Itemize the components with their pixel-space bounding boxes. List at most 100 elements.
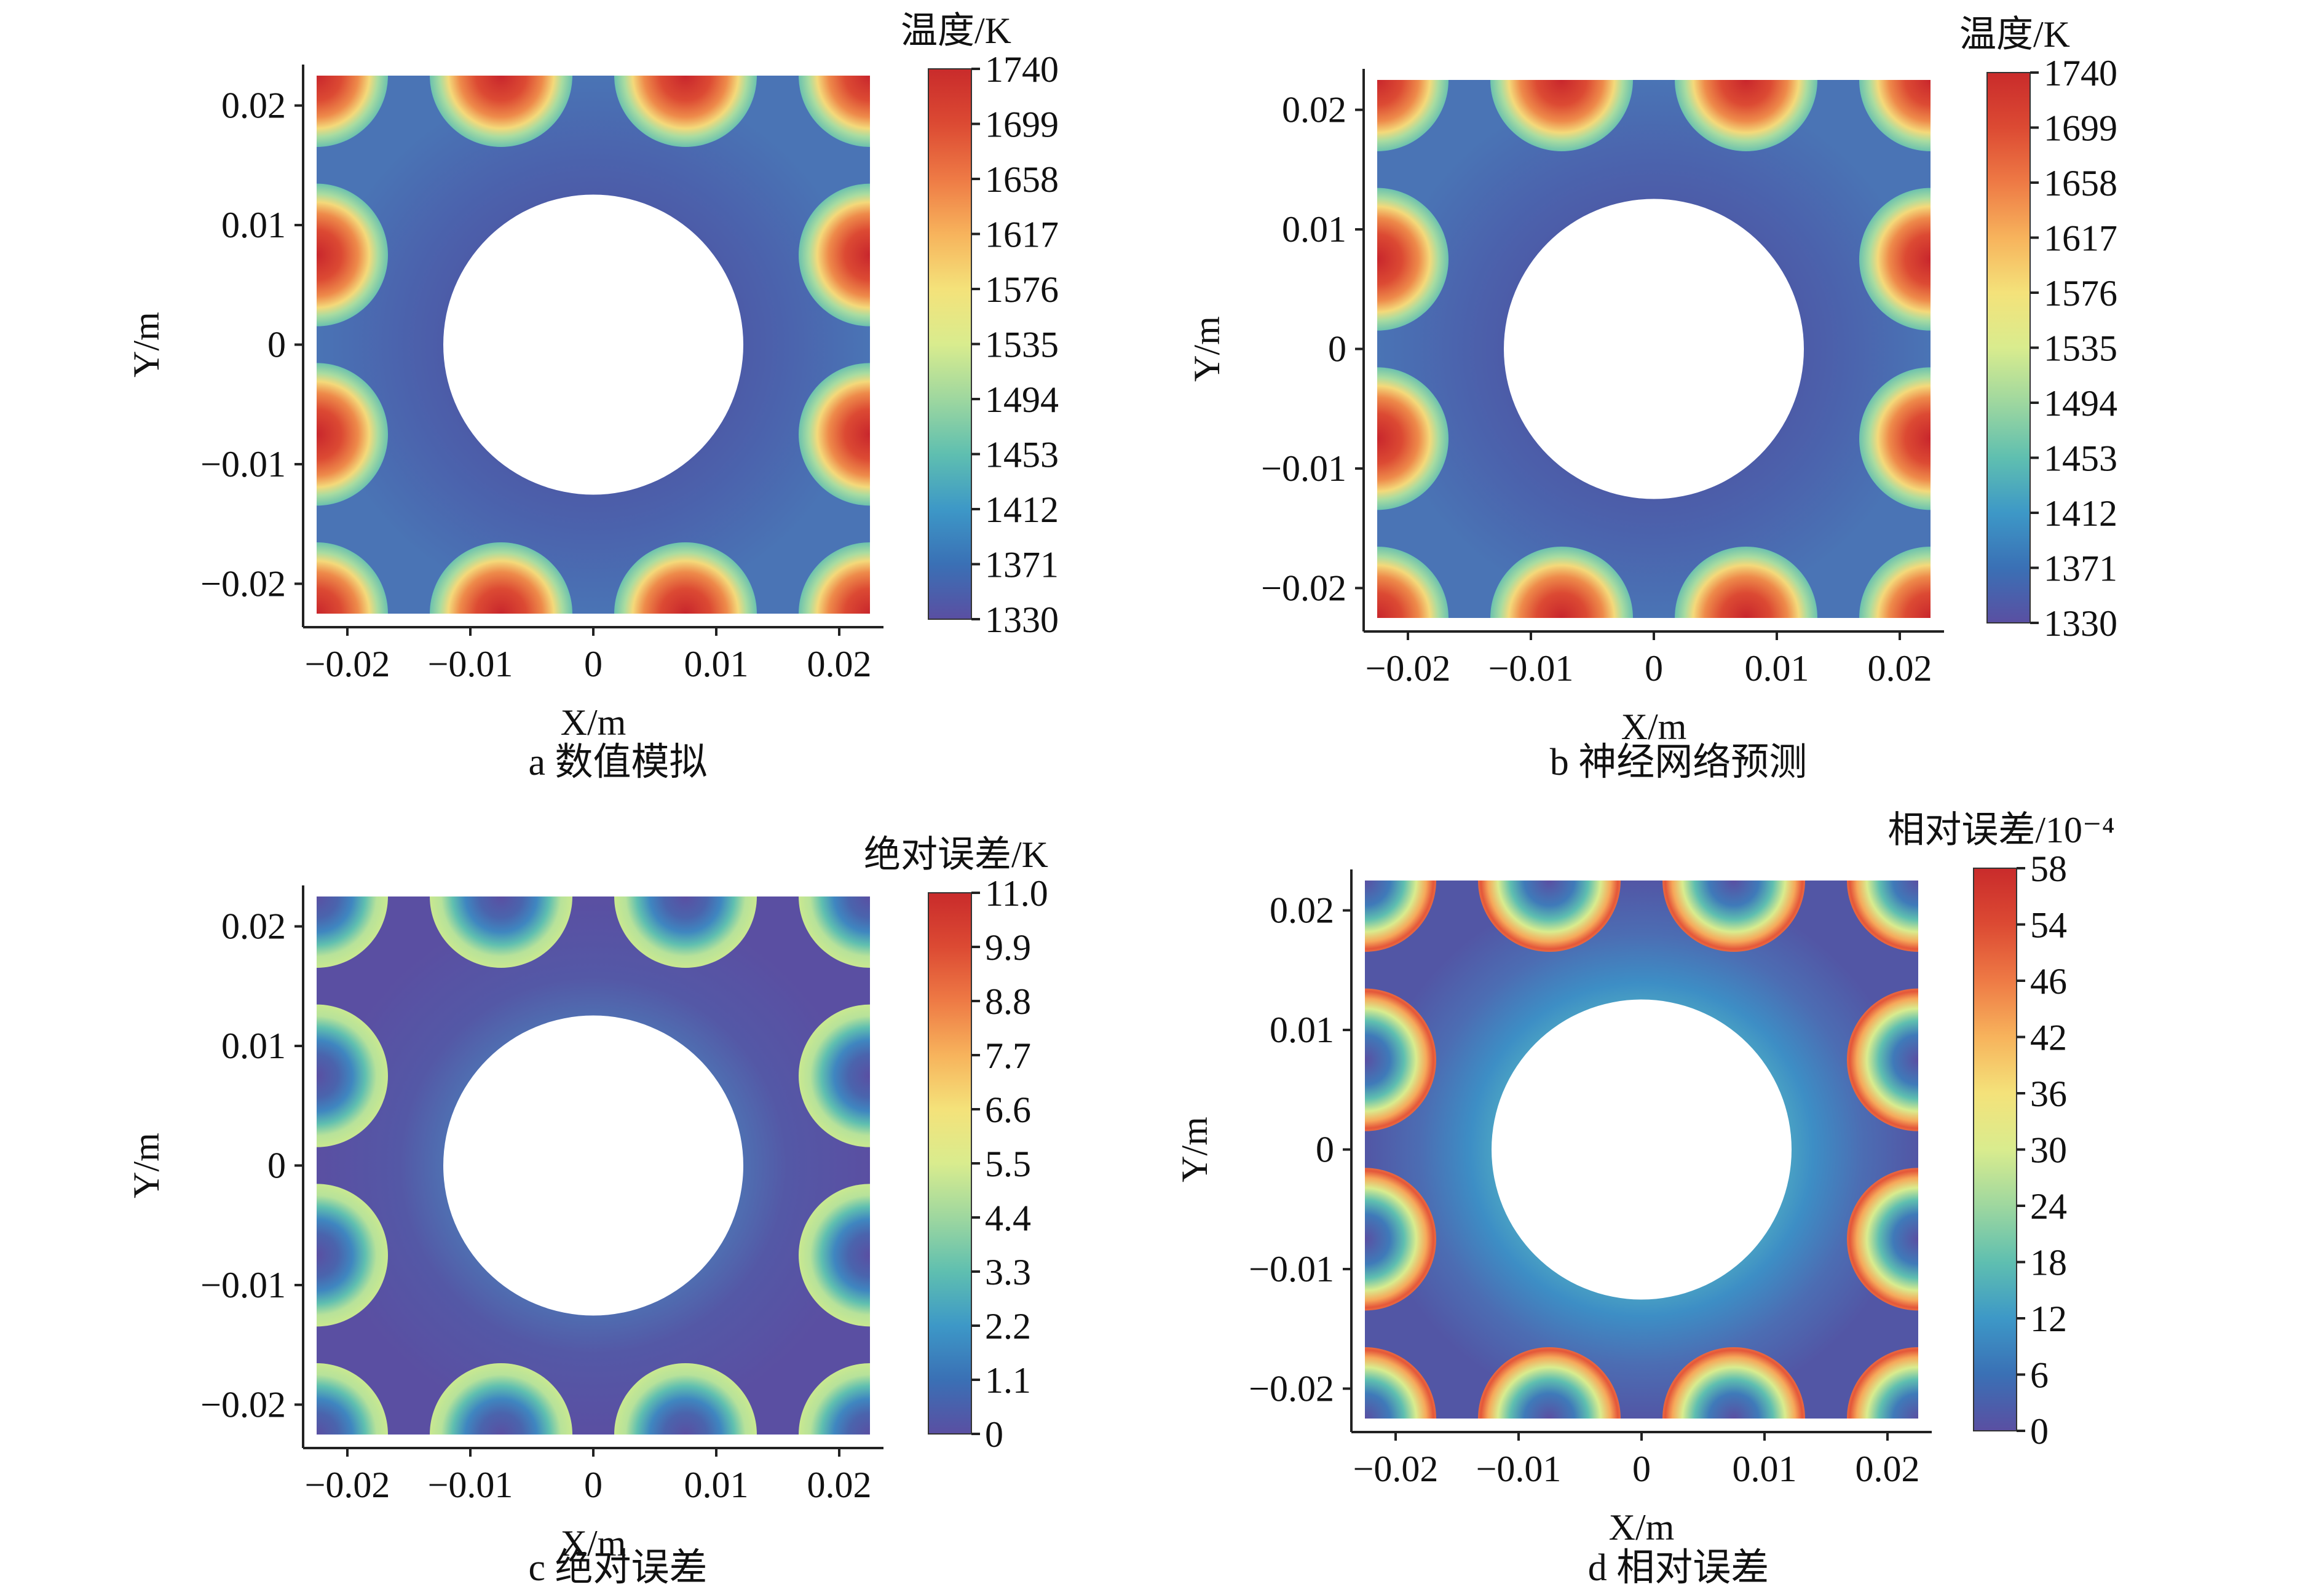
hot-spot-5 [1365, 1168, 1436, 1311]
colorbar-tick-label: 7.7 [985, 1035, 1031, 1076]
x-tick-label: −0.01 [1488, 648, 1574, 689]
colorbar-tick-label: 42 [2030, 1018, 2067, 1058]
central-hole [443, 194, 743, 495]
colorbar-tick-label: 1412 [985, 489, 1059, 530]
colorbar-tick-label: 1740 [985, 49, 1059, 90]
x-axis-label: X/m [561, 702, 626, 743]
hot-spot-7 [799, 1184, 870, 1327]
hot-spot-11 [799, 1363, 870, 1435]
hot-spot-4 [317, 183, 388, 327]
y-axis-label: Y/m [126, 1133, 167, 1198]
hot-spot-1 [1675, 80, 1817, 151]
colorbar-tick-label: 1.1 [985, 1360, 1031, 1401]
hot-spot-0 [1478, 881, 1621, 952]
colorbar-tick-label: 8.8 [985, 981, 1031, 1022]
hot-spot-8 [317, 76, 388, 147]
hot-spot-2 [430, 542, 572, 614]
x-tick-label: 0.01 [1733, 1449, 1797, 1489]
colorbar-tick-label: 1576 [2044, 273, 2117, 314]
colorbar-tick-label: 0 [2030, 1411, 2049, 1452]
colorbar-title: 绝对误差/K [864, 834, 1048, 875]
panel-caption: d 相对误差 [1588, 1547, 1769, 1589]
colorbar-tick-label: 1453 [2044, 438, 2117, 479]
hot-spot-0 [1490, 80, 1633, 151]
x-tick-label: 0 [1632, 1449, 1651, 1489]
x-tick-label: −0.02 [1366, 648, 1451, 689]
hot-spot-4 [1377, 188, 1449, 331]
colorbar-tick-label: 1699 [985, 105, 1059, 145]
hot-spot-0 [430, 76, 572, 147]
panel-caption: c 绝对误差 [528, 1547, 707, 1589]
y-tick-label: 0.01 [221, 205, 286, 245]
y-tick-label: −0.01 [1249, 1249, 1334, 1289]
hot-spot-3 [1675, 547, 1817, 618]
colorbar-tick-label: 5.5 [985, 1144, 1031, 1184]
x-tick-label: 0.02 [807, 644, 872, 684]
central-hole [1504, 199, 1804, 499]
field-plot [317, 76, 870, 614]
x-axis-label: X/m [1609, 1507, 1675, 1548]
x-tick-label: 0 [1645, 648, 1663, 689]
hot-spot-1 [1662, 881, 1805, 952]
hot-spot-8 [1365, 881, 1436, 952]
hot-spot-9 [1859, 80, 1931, 151]
hot-spot-7 [799, 363, 870, 506]
hot-spot-5 [1377, 367, 1449, 510]
hot-spot-9 [799, 76, 870, 147]
colorbar-title: 相对误差/10⁻⁴ [1887, 810, 2114, 850]
hot-spot-1 [614, 76, 757, 147]
hot-spot-7 [1847, 1168, 1918, 1311]
colorbar [928, 68, 972, 620]
y-tick-label: −0.02 [1261, 568, 1346, 608]
colorbar-tick-label: 1658 [985, 159, 1059, 200]
field-plot [317, 896, 870, 1435]
panel-b: −0.02 −0.01 0 0.01 0.02 0.02 0.01 0 −0.01 −0.02 X/… [1187, 14, 2117, 783]
x-tick-label: 0.02 [1868, 648, 1932, 689]
y-tick-label: 0.02 [1282, 90, 1346, 130]
colorbar [1973, 868, 2017, 1431]
colorbar-tick-label: 54 [2030, 905, 2067, 946]
x-tick-label: −0.02 [1353, 1449, 1439, 1489]
hot-spot-3 [1662, 1347, 1805, 1419]
x-tick-label: 0 [584, 1465, 603, 1505]
hot-spot-1 [614, 896, 757, 968]
x-tick-label: −0.01 [1476, 1449, 1562, 1489]
hot-spot-6 [799, 183, 870, 327]
panel-c: −0.02 −0.01 0 0.01 0.02 0.02 0.01 0 −0.01 −0.02 X/… [126, 834, 1048, 1589]
y-tick-label: 0.02 [221, 906, 286, 947]
colorbar-tick-label: 18 [2030, 1243, 2067, 1283]
hot-spot-2 [430, 1363, 572, 1435]
y-tick-label: 0.02 [221, 85, 286, 126]
hot-spot-10 [1377, 547, 1449, 618]
hot-spot-7 [1859, 367, 1931, 510]
y-tick-label: 0 [267, 1146, 286, 1186]
y-axis-label: Y/m [126, 312, 167, 378]
hot-spot-11 [1859, 547, 1931, 618]
colorbar-tick-label: 9.9 [985, 927, 1031, 968]
x-tick-label: −0.01 [428, 644, 513, 684]
colorbar-tick-label: 4.4 [985, 1198, 1031, 1238]
colorbar [928, 892, 972, 1435]
hot-spot-5 [317, 363, 388, 506]
y-tick-label: 0.02 [1270, 890, 1334, 931]
x-tick-label: −0.02 [305, 644, 390, 684]
y-tick-label: −0.01 [1261, 448, 1346, 489]
hot-spot-2 [1490, 547, 1633, 618]
central-hole [1492, 999, 1792, 1300]
colorbar-tick-label: 3.3 [985, 1252, 1031, 1292]
hot-spot-10 [317, 1363, 388, 1435]
hot-spot-8 [317, 896, 388, 968]
central-hole [443, 1015, 743, 1316]
x-axis-label: X/m [1621, 706, 1687, 747]
hot-spot-9 [1847, 881, 1918, 952]
hot-spot-10 [317, 542, 388, 614]
hot-spot-0 [430, 896, 572, 968]
colorbar-tick-label: 1412 [2044, 493, 2117, 534]
colorbar [1986, 72, 2031, 623]
x-tick-label: 0.01 [1745, 648, 1809, 689]
hot-spot-10 [1365, 1347, 1436, 1419]
y-tick-label: 0.01 [1270, 1010, 1334, 1050]
x-tick-label: −0.01 [428, 1465, 513, 1505]
y-tick-label: 0.01 [1282, 209, 1346, 250]
